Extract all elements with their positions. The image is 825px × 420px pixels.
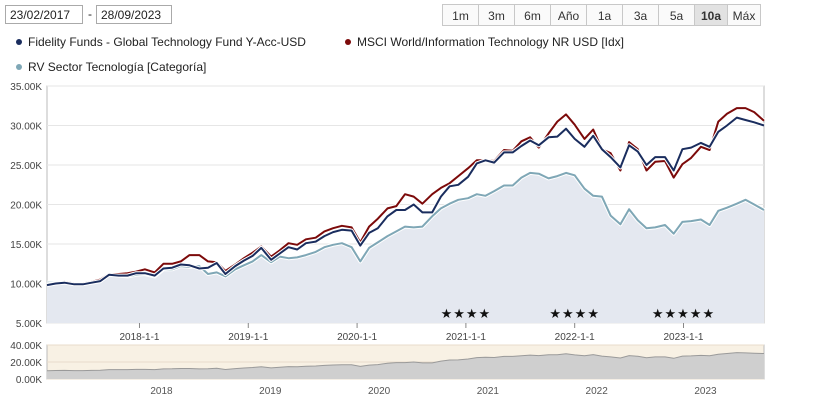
x-tick-label: 2021-1-1 <box>446 332 486 343</box>
range-button-1m[interactable]: 1m <box>442 4 479 26</box>
y-tick-label: 5.00K <box>16 319 42 330</box>
navigator-area-fill <box>47 352 764 379</box>
series-line-msci <box>46 107 765 286</box>
navigator-y-tick-label: 40.00K <box>10 341 42 352</box>
start-date-input[interactable]: 23/02/2017 <box>5 5 83 24</box>
y-tick-label: 20.00K <box>10 201 42 212</box>
navigator-x-tick-label: 2018 <box>150 386 173 397</box>
y-tick-label: 25.00K <box>10 161 42 172</box>
x-tick-label: 2019-1-1 <box>228 332 268 343</box>
legend-label-msci: MSCI World/Information Technology NR USD… <box>357 35 624 49</box>
y-tick-label: 30.00K <box>10 122 42 133</box>
navigator-x-tick-label: 2021 <box>477 386 500 397</box>
date-separator: - <box>88 7 92 21</box>
series-line-fidelity <box>46 116 765 287</box>
x-tick-label: 2022-1-1 <box>555 332 595 343</box>
legend-item-msci[interactable]: MSCI World/Information Technology NR USD… <box>345 35 624 49</box>
category-area-fill <box>47 172 764 323</box>
x-tick-label: 2023-1-1 <box>663 332 703 343</box>
end-date-input[interactable]: 28/09/2023 <box>96 5 172 24</box>
rating-stars-annotation: ★★★★ <box>549 306 600 321</box>
x-tick-label: 2020-1-1 <box>337 332 377 343</box>
range-button-6m[interactable]: 6m <box>514 4 551 26</box>
range-button-1a[interactable]: 1a <box>586 4 623 26</box>
range-button-max[interactable]: Máx <box>727 4 761 26</box>
navigator-y-tick-label: 0.00K <box>16 375 42 386</box>
plot-area <box>46 85 765 324</box>
legend-item-rv-sector[interactable]: RV Sector Tecnología [Categoría] <box>16 60 206 74</box>
navigator-x-tick-label: 2019 <box>259 386 282 397</box>
range-button-ano[interactable]: Año <box>550 4 587 26</box>
navigator-line <box>46 352 765 372</box>
legend-dot-icon <box>16 39 22 45</box>
navigator-x-tick-label: 2020 <box>368 386 391 397</box>
navigator-y-tick-label: 20.00K <box>10 358 42 369</box>
series-line-msci-halo <box>46 106 766 287</box>
series-line-fidelity-halo <box>46 115 765 288</box>
legend-label-rv-sector: RV Sector Tecnología [Categoría] <box>28 60 207 74</box>
y-tick-label: 15.00K <box>10 240 42 251</box>
legend-dot-icon <box>345 39 351 45</box>
series-line-rv-sector-halo <box>47 170 765 286</box>
range-button-10a[interactable]: 10a <box>694 4 728 26</box>
navigator-area <box>46 344 765 380</box>
range-button-3m[interactable]: 3m <box>478 4 515 26</box>
rating-stars-annotation: ★★★★ <box>441 306 492 321</box>
legend-dot-icon <box>16 64 22 70</box>
range-button-3a[interactable]: 3a <box>622 4 659 26</box>
series-line-rv-sector <box>47 171 765 285</box>
range-selector: 1m 3m 6m Año 1a 3a 5a 10a Máx <box>442 4 761 26</box>
legend-label-fidelity: Fidelity Funds - Global Technology Fund … <box>28 35 306 49</box>
y-tick-label: 10.00K <box>10 280 42 291</box>
y-tick-label: 35.00K <box>10 82 42 93</box>
range-button-5a[interactable]: 5a <box>658 4 695 26</box>
rating-stars-annotation: ★★★★★ <box>652 306 715 321</box>
legend-item-fidelity[interactable]: Fidelity Funds - Global Technology Fund … <box>16 35 306 49</box>
x-tick-label: 2018-1-1 <box>119 332 159 343</box>
navigator-x-tick-label: 2022 <box>586 386 609 397</box>
navigator-x-tick-label: 2023 <box>694 386 717 397</box>
